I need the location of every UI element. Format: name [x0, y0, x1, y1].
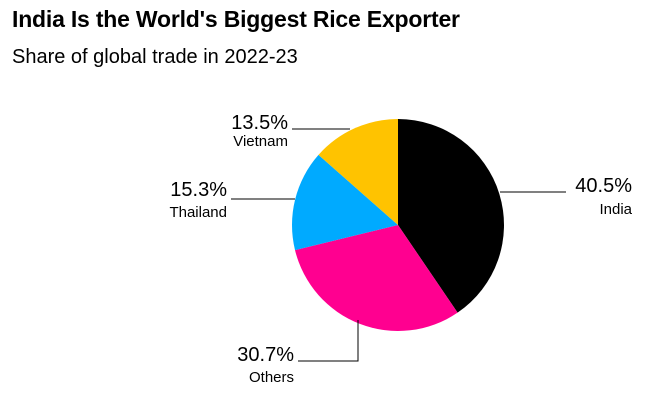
slice-value-label-india: 40.5% [575, 175, 632, 197]
chart-subtitle: Share of global trade in 2022-23 [12, 46, 298, 68]
slice-value-label-vietnam: 13.5% [231, 112, 288, 134]
pie-slice-thailand [292, 154, 398, 251]
pie-slices [292, 119, 504, 331]
pie-slice-vietnam [318, 119, 398, 225]
leader-line-others [298, 320, 359, 362]
slice-category-label-india: India [599, 201, 632, 218]
pie-slice-india [398, 119, 504, 313]
pie-slice-others [295, 225, 458, 331]
chart-title: India Is the World's Biggest Rice Export… [12, 6, 460, 32]
slice-category-label-vietnam: Vietnam [233, 133, 288, 150]
slice-value-label-thailand: 15.3% [170, 179, 227, 201]
slice-category-label-others: Others [249, 369, 294, 386]
slice-value-label-others: 30.7% [237, 344, 294, 366]
pie-labels: 40.5% India 30.7% Others 15.3% Thailand 13.5%V… [169, 112, 632, 386]
slice-category-label-thailand: Thailand [169, 204, 227, 221]
